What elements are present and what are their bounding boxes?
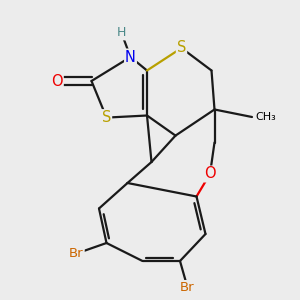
Text: N: N	[125, 50, 136, 64]
Text: O: O	[51, 74, 63, 88]
Text: Br: Br	[180, 281, 195, 294]
Text: O: O	[204, 167, 216, 182]
Text: CH₃: CH₃	[255, 112, 276, 122]
Text: S: S	[102, 110, 111, 125]
Text: S: S	[177, 40, 186, 56]
Text: Br: Br	[69, 247, 84, 260]
Text: H: H	[117, 26, 126, 40]
